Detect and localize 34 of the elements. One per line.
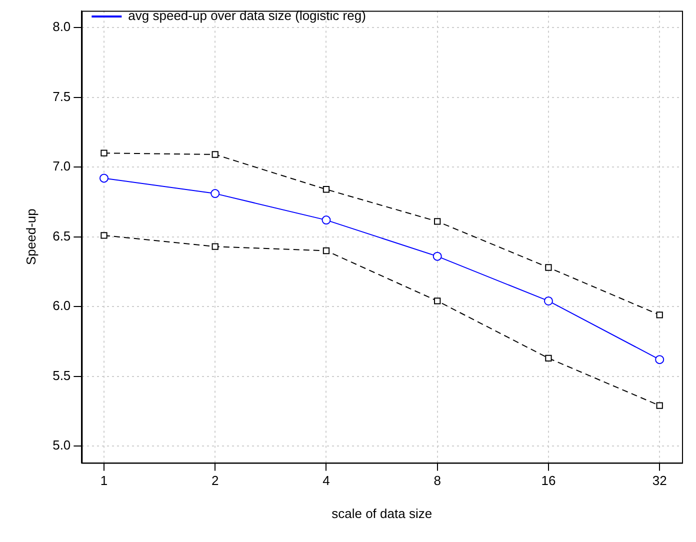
point xyxy=(99,174,108,183)
y-tick-label: 6.5 xyxy=(52,228,71,244)
y-tick-label: 5.0 xyxy=(52,438,71,453)
point xyxy=(212,243,218,250)
point xyxy=(100,150,108,156)
x-tick-label: 8 xyxy=(434,473,441,488)
point xyxy=(100,232,108,239)
y-tick-label: 5.5 xyxy=(52,368,71,383)
point xyxy=(432,252,442,261)
x-tick-label: 32 xyxy=(652,473,667,488)
point xyxy=(656,402,663,409)
point xyxy=(434,298,441,304)
x-tick-label: 16 xyxy=(541,473,556,488)
y-tick-label: 8.0 xyxy=(52,19,71,34)
y-tick-label: 7.5 xyxy=(52,88,71,104)
point xyxy=(545,354,552,362)
point xyxy=(210,189,220,198)
legend-label: avg speed-up over data size (logistic reg) xyxy=(128,8,366,24)
point xyxy=(544,296,553,306)
point xyxy=(322,247,330,254)
point xyxy=(655,355,664,364)
point xyxy=(322,186,330,193)
x-axis-title: scale of data size xyxy=(332,506,432,521)
y-tick-label: 7.0 xyxy=(52,158,71,174)
point xyxy=(656,312,663,318)
x-tick-label: 4 xyxy=(322,473,330,488)
point xyxy=(322,216,331,225)
point xyxy=(212,151,218,158)
x-tick-label: 2 xyxy=(212,473,219,488)
x-tick-label: 1 xyxy=(100,473,108,488)
y-tick-label: 6.0 xyxy=(52,298,71,314)
point xyxy=(545,264,552,271)
point xyxy=(434,218,441,225)
y-axis-title: Speed-up xyxy=(23,208,38,265)
